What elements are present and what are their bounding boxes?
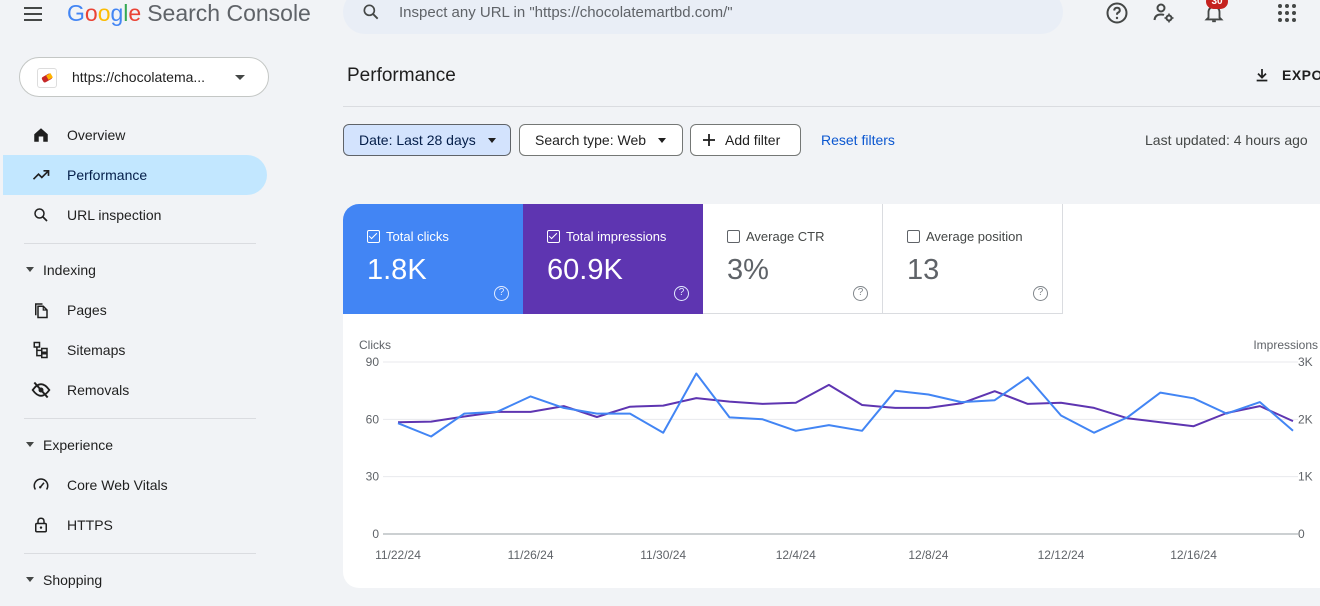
speed-icon	[31, 475, 51, 495]
x-tick-label: 11/30/24	[640, 548, 686, 562]
checkbox-checked-icon[interactable]	[367, 230, 380, 243]
y-right-tick-label: 0	[1298, 527, 1305, 541]
trending-up-icon	[31, 165, 51, 185]
plus-icon	[703, 134, 715, 146]
y-left-tick-label: 60	[366, 412, 380, 426]
help-icon[interactable]: ?	[674, 286, 689, 301]
metric-total-impressions[interactable]: Total impressions 60.9K ?	[523, 204, 703, 314]
performance-card: Total clicks 1.8K ? Total impressions 60…	[343, 204, 1320, 588]
date-filter-chip[interactable]: Date: Last 28 days	[343, 124, 511, 156]
impressions-series-line	[397, 383, 1294, 428]
reset-filters-link[interactable]: Reset filters	[821, 132, 895, 148]
sidebar-item-sitemaps[interactable]: Sitemaps	[3, 330, 267, 370]
x-tick-label: 11/22/24	[375, 548, 421, 562]
x-tick-label: 12/8/24	[908, 548, 948, 562]
home-icon	[31, 125, 51, 145]
x-tick-label: 12/12/24	[1038, 548, 1085, 562]
metric-average-ctr[interactable]: Average CTR 3% ?	[703, 204, 883, 314]
metric-total-clicks[interactable]: Total clicks 1.8K ?	[343, 204, 523, 314]
metric-value: 1.8K	[367, 254, 427, 286]
search-console-logo[interactable]: Google Search Console	[67, 0, 311, 26]
chevron-down-icon	[235, 75, 245, 80]
help-icon[interactable]: ?	[494, 286, 509, 301]
export-button[interactable]: EXPO	[1254, 66, 1320, 84]
checkbox-unchecked-icon[interactable]	[907, 230, 920, 243]
visibility-off-icon	[31, 380, 51, 400]
lock-icon	[31, 515, 51, 535]
dropdown-arrow-icon	[487, 137, 496, 143]
performance-chart[interactable]: 90 3K 60 2K 30 1K 0 0 Clicks Impressions 11/22/24 1…	[343, 334, 1320, 574]
help-icon[interactable]: ?	[853, 286, 868, 301]
x-tick-label: 11/26/24	[508, 548, 554, 562]
y-right-tick-label: 3K	[1298, 355, 1313, 369]
add-filter-button[interactable]: Add filter	[690, 124, 801, 156]
y-right-axis-label: Impressions	[1253, 338, 1318, 352]
sidebar-item-performance[interactable]: Performance	[3, 155, 267, 195]
y-left-tick-label: 0	[372, 527, 379, 541]
export-label: EXPO	[1282, 67, 1320, 83]
y-left-tick-label: 90	[366, 355, 380, 369]
sidebar-divider	[24, 243, 256, 244]
sidebar-item-overview[interactable]: Overview	[3, 115, 267, 155]
x-tick-label: 12/4/24	[776, 548, 816, 562]
sidebar-item-pages[interactable]: Pages	[3, 290, 267, 330]
property-selector[interactable]: https://chocolatema...	[19, 57, 269, 97]
last-updated-text: Last updated: 4 hours ago	[1145, 132, 1308, 148]
sidebar-item-core-web-vitals[interactable]: Core Web Vitals	[3, 465, 267, 505]
dropdown-arrow-icon	[658, 137, 667, 143]
sidebar-item-https[interactable]: HTTPS	[3, 505, 267, 545]
page-title: Performance	[347, 65, 456, 86]
y-left-tick-label: 30	[366, 470, 380, 484]
sidebar-divider	[24, 553, 256, 554]
download-icon	[1256, 69, 1268, 82]
metric-value: 60.9K	[547, 254, 623, 286]
help-icon[interactable]: ?	[1033, 286, 1048, 301]
header-divider	[343, 106, 1320, 107]
sidebar-divider	[24, 418, 256, 419]
manage-users-icon[interactable]	[1151, 0, 1177, 26]
property-url: https://chocolatema...	[72, 69, 206, 85]
pages-icon	[31, 300, 51, 320]
expand-arrow-icon	[26, 577, 34, 582]
y-right-tick-label: 2K	[1298, 412, 1313, 426]
sitemap-icon	[31, 340, 51, 360]
clicks-series-line	[397, 372, 1294, 438]
help-icon[interactable]	[1104, 0, 1130, 26]
y-left-axis-label: Clicks	[359, 338, 391, 352]
search-icon	[31, 205, 51, 225]
notification-badge: 30	[1206, 0, 1228, 9]
metric-average-position[interactable]: Average position 13 ?	[883, 204, 1063, 314]
url-inspect-search[interactable]	[343, 0, 1063, 34]
expand-arrow-icon	[26, 267, 34, 272]
expand-arrow-icon	[26, 442, 34, 447]
metric-value: 3%	[727, 254, 769, 286]
search-type-filter-chip[interactable]: Search type: Web	[519, 124, 683, 156]
search-icon[interactable]	[361, 2, 381, 22]
apps-grid-icon[interactable]	[1274, 0, 1300, 26]
site-favicon-icon	[37, 68, 57, 88]
checkbox-checked-icon[interactable]	[547, 230, 560, 243]
sidebar-item-removals[interactable]: Removals	[3, 370, 267, 410]
hamburger-icon[interactable]	[24, 0, 54, 28]
y-right-tick-label: 1K	[1298, 470, 1313, 484]
x-tick-label: 12/16/24	[1170, 548, 1217, 562]
checkbox-unchecked-icon[interactable]	[727, 230, 740, 243]
metric-value: 13	[907, 254, 940, 286]
search-input[interactable]	[399, 0, 1039, 24]
sidebar-item-url-inspection[interactable]: URL inspection	[3, 195, 267, 235]
product-name: Search Console	[147, 0, 311, 26]
